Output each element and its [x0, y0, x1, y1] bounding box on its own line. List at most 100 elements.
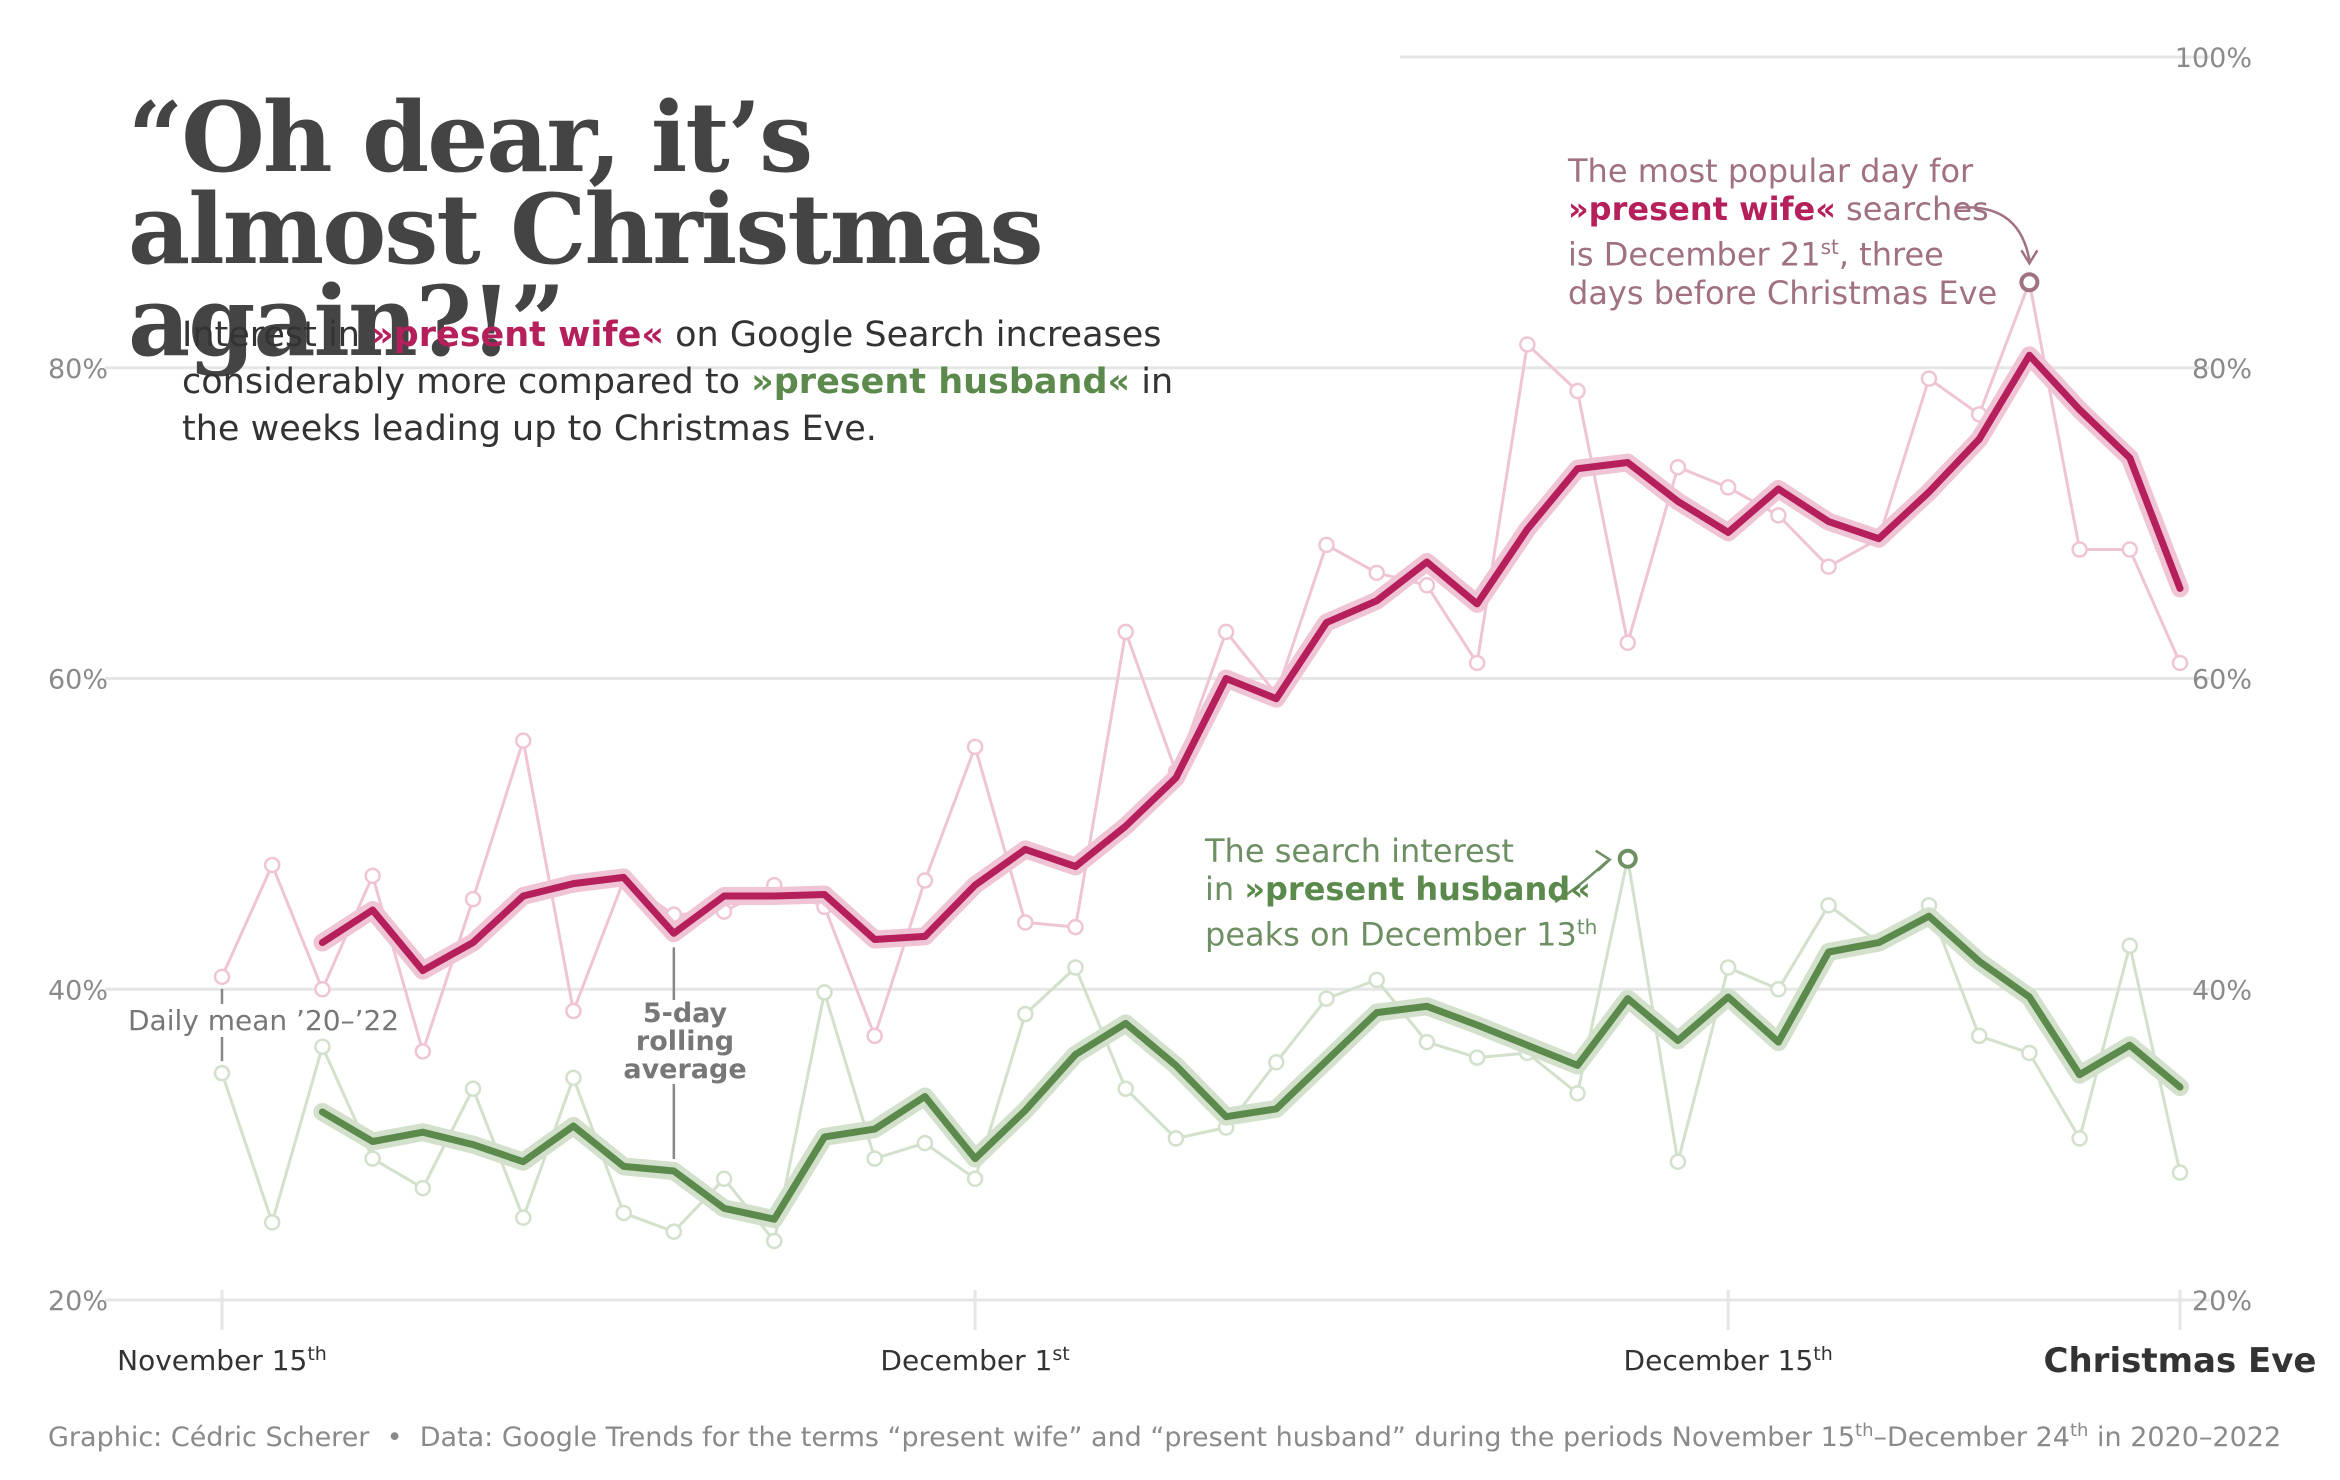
husband-daily-point	[1468, 1049, 1486, 1066]
husband-arrowhead	[1595, 849, 1612, 872]
wife-daily-point	[1117, 623, 1134, 641]
husband-daily-point	[1719, 959, 1737, 976]
wife-daily-point	[1619, 634, 1636, 652]
chart-subtitle: Interest in »present wife« on Google Sea…	[182, 312, 1182, 453]
husband-annotation-term: »present husband«	[1244, 870, 1591, 908]
husband-daily-point	[514, 1209, 532, 1226]
chart-title: “Oh dear, it’s almost Christmas again?!”	[128, 81, 1044, 378]
x-axis: November 15th December 1st December 15th Ch…	[117, 1290, 2316, 1381]
y-tick-label-right: 60%	[2192, 665, 2252, 696]
husband-daily-line	[220, 857, 2182, 1243]
wife-daily-point	[1418, 577, 1436, 594]
wife-daily-point	[1017, 914, 1034, 931]
wife-daily-point	[213, 968, 231, 986]
y-tick-label-right: 80%	[2192, 354, 2252, 385]
husband-daily-point	[966, 1170, 984, 1188]
husband-daily-point	[1117, 1080, 1134, 1097]
husband-daily-point	[2121, 937, 2139, 954]
wife-annotation-line-3: is December 21	[1568, 235, 1821, 274]
husband-daily-point	[1167, 1130, 1185, 1147]
y-tick-label-left: 80%	[48, 354, 108, 385]
husband-daily-point	[1017, 1005, 1034, 1023]
wife-daily-point	[565, 1002, 582, 1020]
wife-annotation-line-2: searches	[1835, 190, 1989, 228]
wife-daily-point	[514, 732, 532, 749]
x-tick-label: Christmas Eve	[2044, 1341, 2317, 1381]
wife-annotation-line-3b: , three	[1838, 235, 1944, 274]
wife-daily-point	[2171, 654, 2189, 672]
husband-daily-point	[263, 1214, 281, 1231]
husband-rolling-line	[318, 912, 2184, 1223]
y-tick-label-left: 20%	[48, 1286, 108, 1317]
caption-data-3: in 2020–2022	[2088, 1422, 2282, 1453]
husband-annotation-sup: th	[1576, 915, 1598, 939]
wife-annotation-sup: st	[1820, 235, 1839, 259]
husband-rolling-halo	[313, 907, 2189, 1229]
caption-author: Graphic: Cédric Scherer	[48, 1422, 370, 1453]
husband-daily-point	[1970, 1027, 1988, 1045]
husband-daily-point	[213, 1064, 231, 1082]
wife-daily-point	[1217, 623, 1235, 641]
husband-daily-point	[1318, 990, 1335, 1007]
wife-daily-point	[1820, 558, 1837, 575]
wife-annotation-line-4: days before Christmas Eve	[1568, 273, 1998, 312]
subtitle-text-3: in the weeks leading up to Christmas Eve…	[182, 362, 1174, 449]
y-tick-label-right: 100%	[2175, 43, 2252, 74]
y-axis-left: 20% 40% 60% 80%	[48, 354, 108, 1317]
wife-daily-series	[213, 274, 2189, 1060]
husband-annotation-line-3: peaks on December 13	[1205, 915, 1577, 954]
husband-daily-point	[1820, 897, 1837, 914]
caption-data-1: Data: Google Trends for the terms “prese…	[419, 1422, 1856, 1453]
husband-peak-annotation: The search interest in »present husband« p…	[1205, 832, 1635, 954]
series-layer	[213, 272, 2189, 1250]
daily-mean-label: Daily mean ’20–’22	[122, 1004, 406, 1037]
husband-daily-point	[565, 1069, 582, 1087]
husband-daily-point	[715, 1170, 733, 1188]
rolling-average-label: 5-day rolling average	[620, 1000, 750, 1084]
caption-data-2: –December 24	[1873, 1422, 2070, 1453]
caption-bullet: •	[386, 1422, 403, 1453]
husband-daily-point	[615, 1204, 632, 1222]
rolling-label-1: 5-day	[642, 998, 728, 1029]
y-tick-label-right: 40%	[2192, 975, 2252, 1006]
wife-daily-point	[414, 1043, 432, 1060]
wife-daily-point	[916, 872, 934, 889]
rolling-label-3: average	[623, 1054, 747, 1085]
wife-daily-point	[1468, 654, 1486, 672]
husband-daily-point	[2071, 1130, 2088, 1147]
x-tick-label: December 15th	[1624, 1343, 1833, 1377]
husband-daily-point	[665, 1223, 683, 1240]
wife-daily-point	[1920, 370, 1938, 387]
husband_daily-highlight-point	[1617, 848, 1638, 869]
wife-daily-point	[1669, 458, 1687, 476]
husband-daily-point	[866, 1150, 883, 1167]
husband-daily-point	[766, 1232, 783, 1250]
subtitle-text-1: Interest in	[182, 315, 372, 355]
husband-daily-point	[816, 984, 833, 1001]
husband-daily-point	[364, 1150, 381, 1167]
y-tick-label-right: 20%	[2192, 1286, 2252, 1317]
husband-term: »present husband«	[751, 362, 1131, 402]
wife-arrowhead	[2020, 249, 2039, 266]
wife-daily-point	[1719, 479, 1737, 496]
wife-daily-point	[966, 738, 984, 756]
husband-daily-point	[2171, 1164, 2189, 1181]
annotation-arrows	[1554, 206, 2039, 904]
y-tick-label-left: 60%	[48, 665, 108, 696]
wife-daily-point	[364, 867, 381, 885]
rolling-label-2: rolling	[635, 1026, 735, 1057]
wife-daily-point	[866, 1027, 883, 1045]
wife_daily-highlight-point	[2019, 272, 2040, 293]
wife-annotation-term: »present wife«	[1568, 190, 1836, 228]
husband-daily-point	[916, 1134, 934, 1152]
caption-sup-1: th	[1855, 1420, 1874, 1441]
husband-daily-point	[414, 1179, 432, 1197]
husband-daily-point	[1669, 1153, 1687, 1170]
wife-daily-point	[1067, 918, 1084, 936]
wife-daily-point	[1770, 507, 1787, 524]
subtitle-text-2: on Google Search increases considerably …	[182, 315, 1162, 402]
husband-daily-point	[464, 1080, 482, 1097]
husband-daily-point	[1067, 959, 1084, 976]
wife-daily-point	[1368, 564, 1385, 582]
